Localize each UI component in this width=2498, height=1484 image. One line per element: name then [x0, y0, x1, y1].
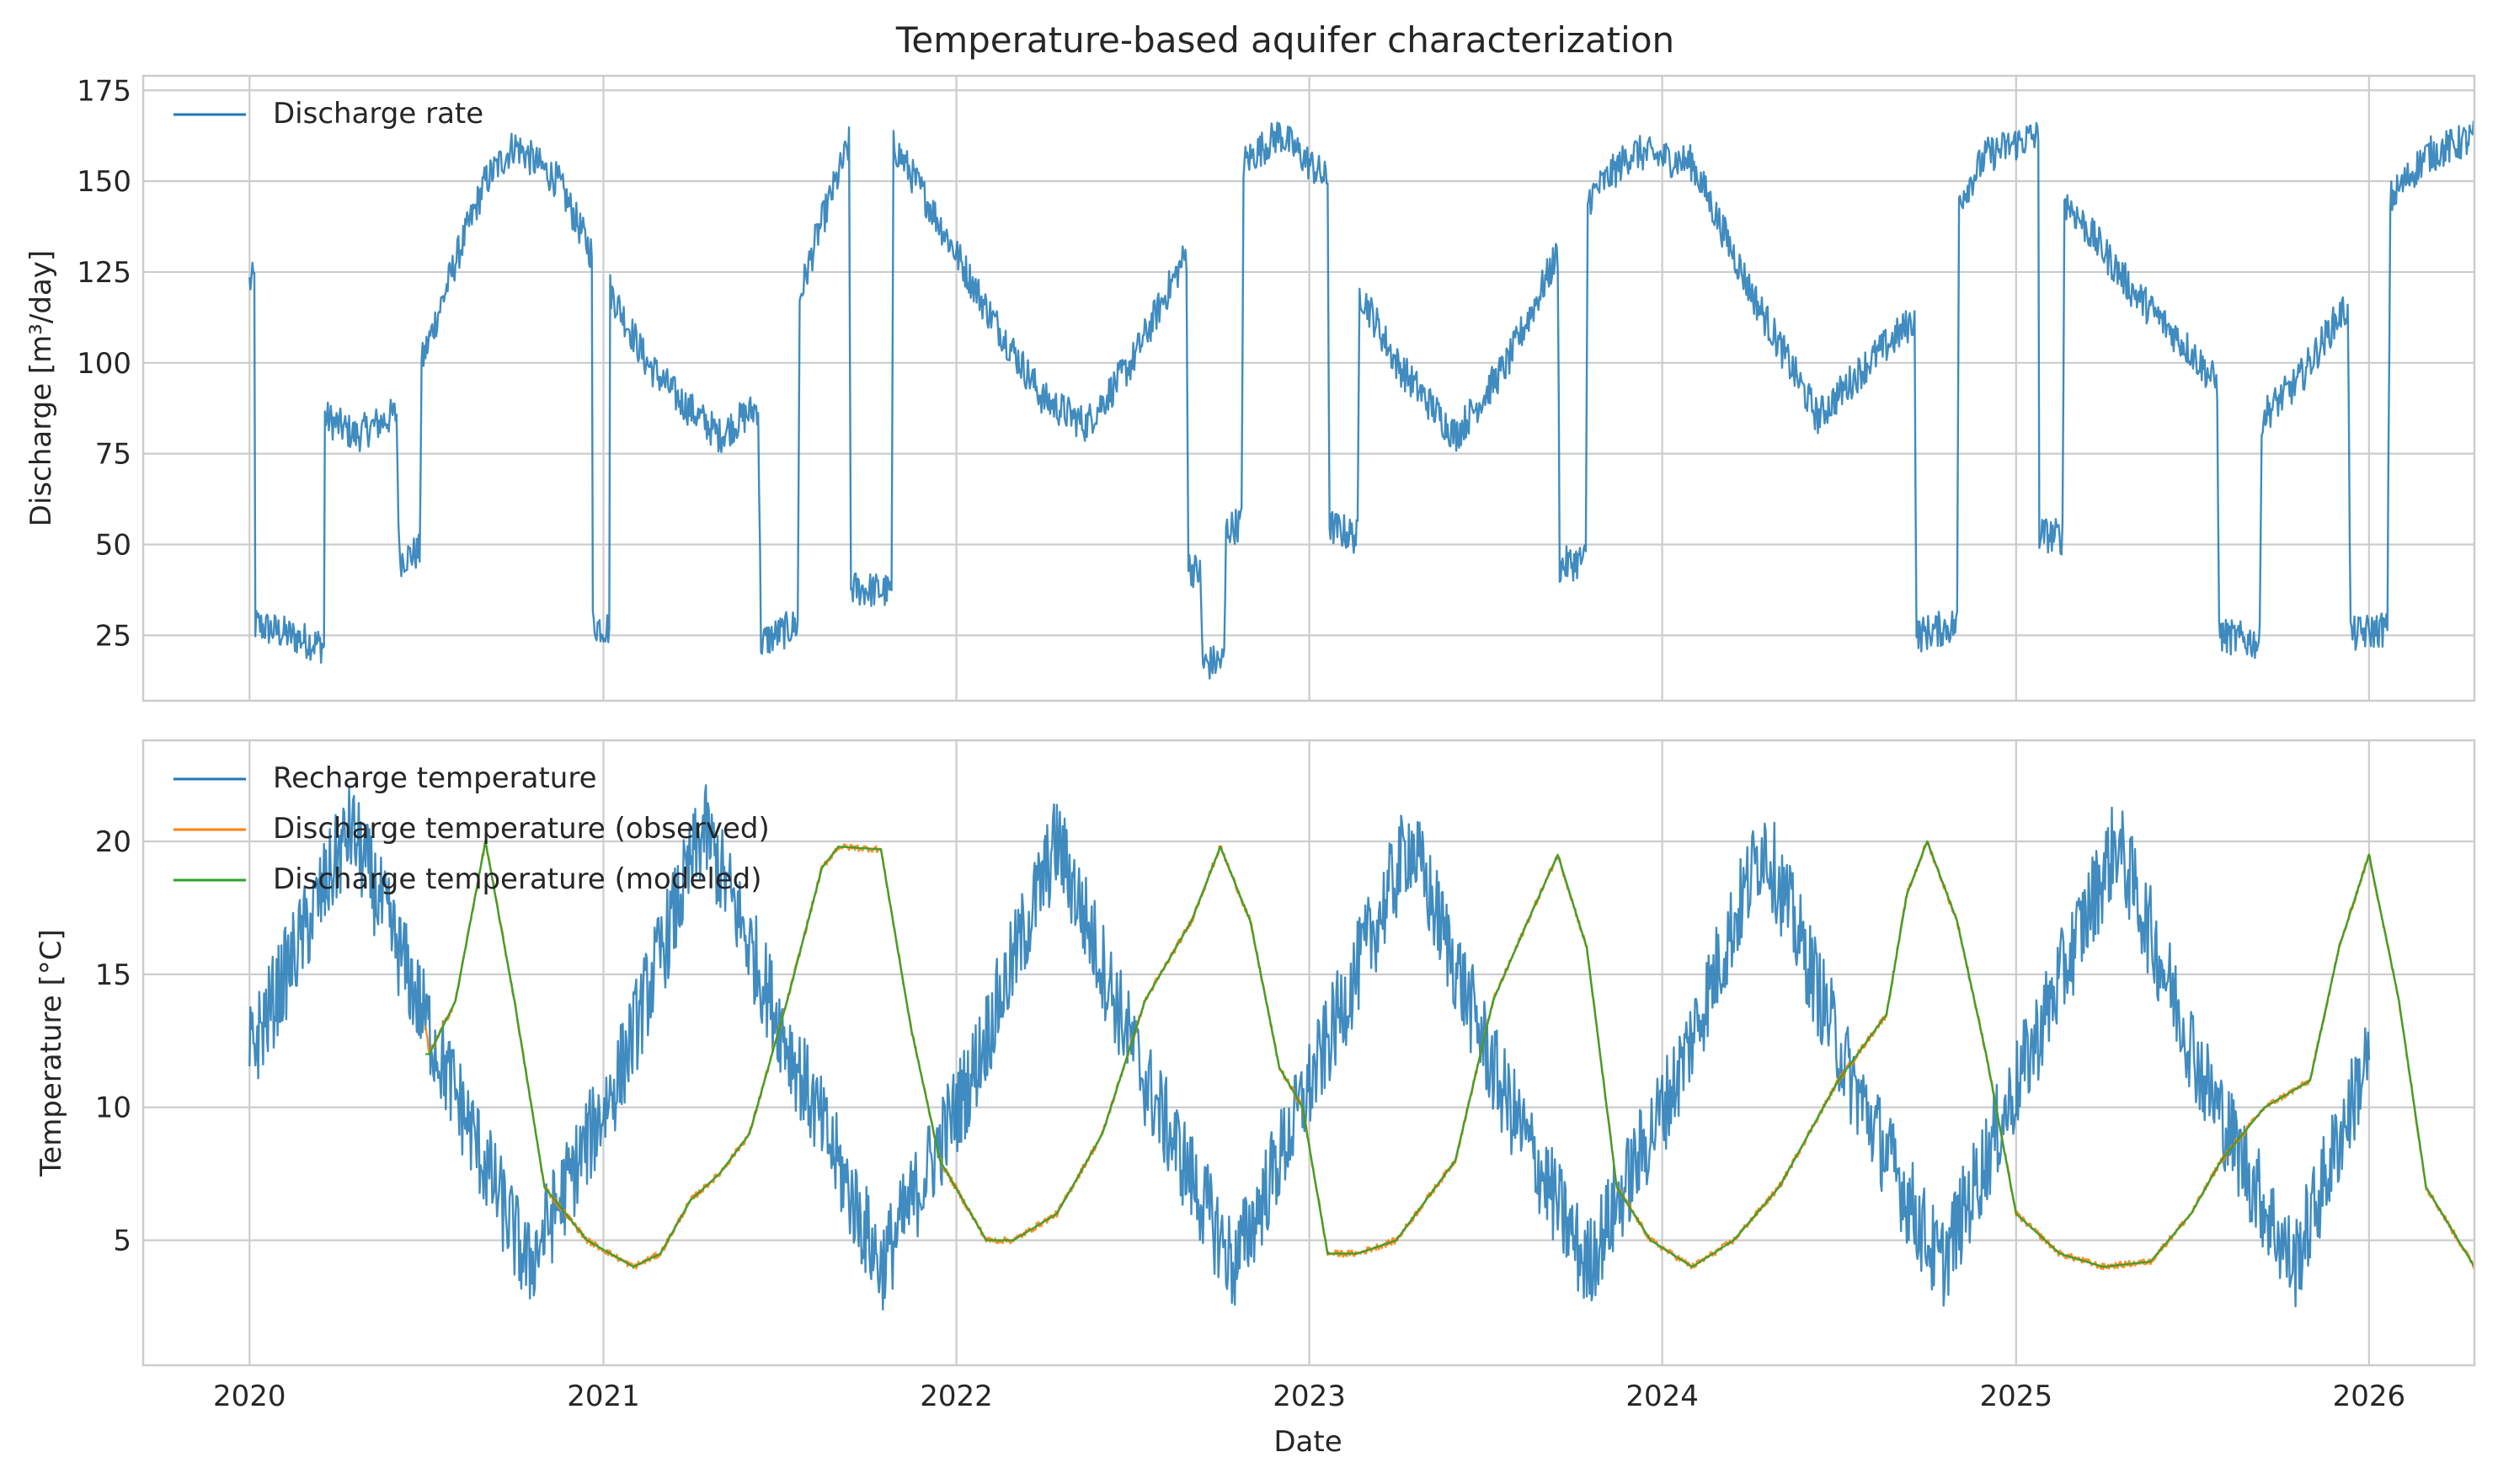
y-tick-label: 50: [95, 529, 131, 563]
discharge-legend: Discharge rate: [173, 97, 483, 131]
y-tick-label: 10: [95, 1092, 131, 1125]
legend-label: Discharge rate: [273, 97, 483, 131]
discharge-y-axis-label: Discharge [m³/day]: [24, 250, 58, 526]
x-tick-label: 2026: [2333, 1380, 2406, 1413]
x-tick-label: 2022: [920, 1380, 993, 1413]
temperature-y-axis-label: Temperature [°C]: [35, 929, 68, 1177]
discharge-panel: 25 50 75 100 125 150 175 Discharge [m³/day] Di…: [24, 74, 2476, 702]
temperature-axes-frame: [141, 739, 2476, 1367]
y-tick-label: 75: [95, 438, 131, 472]
series-line-discharge-temperature-modeled-: [425, 840, 2476, 1268]
temperature-legend: Recharge temperature Discharge temperatur…: [173, 761, 770, 896]
y-tick-label: 20: [95, 825, 131, 859]
x-tick-label: 2021: [567, 1380, 640, 1413]
x-tick-label: 2024: [1625, 1380, 1699, 1413]
y-tick-label: 15: [95, 958, 131, 992]
legend-label: Discharge temperature (observed): [273, 812, 770, 846]
y-tick-label: 175: [77, 74, 131, 108]
x-tick-label: 2025: [1980, 1380, 2053, 1413]
discharge-axes-frame: [141, 74, 2476, 702]
temperature-series: [248, 784, 2476, 1311]
legend-label: Discharge temperature (modeled): [273, 862, 762, 896]
x-tick-label: 2023: [1273, 1380, 1346, 1413]
series-line-discharge-rate: [248, 120, 2476, 680]
discharge-y-ticks: 25 50 75 100 125 150 175: [77, 74, 131, 653]
chart-title: Temperature-based aquifer characterizati…: [895, 19, 1674, 61]
temperature-y-ticks: 5 10 15 20: [95, 825, 131, 1258]
x-tick-label: 2020: [213, 1380, 286, 1413]
series-line-recharge-temperature: [248, 784, 2371, 1311]
discharge-series: [248, 120, 2476, 680]
x-axis-label: Date: [1273, 1425, 1342, 1459]
y-tick-label: 125: [77, 256, 131, 290]
legend-label: Recharge temperature: [273, 761, 597, 795]
y-tick-label: 100: [77, 347, 131, 381]
y-tick-label: 150: [77, 165, 131, 199]
y-tick-label: 5: [113, 1225, 131, 1258]
y-tick-label: 25: [95, 619, 131, 653]
temperature-panel: 5 10 15 20 2020 2021 2022 2023 2024 2025 2026 Tem…: [35, 739, 2476, 1459]
temperature-x-ticks: 2020 2021 2022 2023 2024 2025 2026: [213, 1380, 2405, 1413]
discharge-gridlines: [143, 76, 2474, 701]
